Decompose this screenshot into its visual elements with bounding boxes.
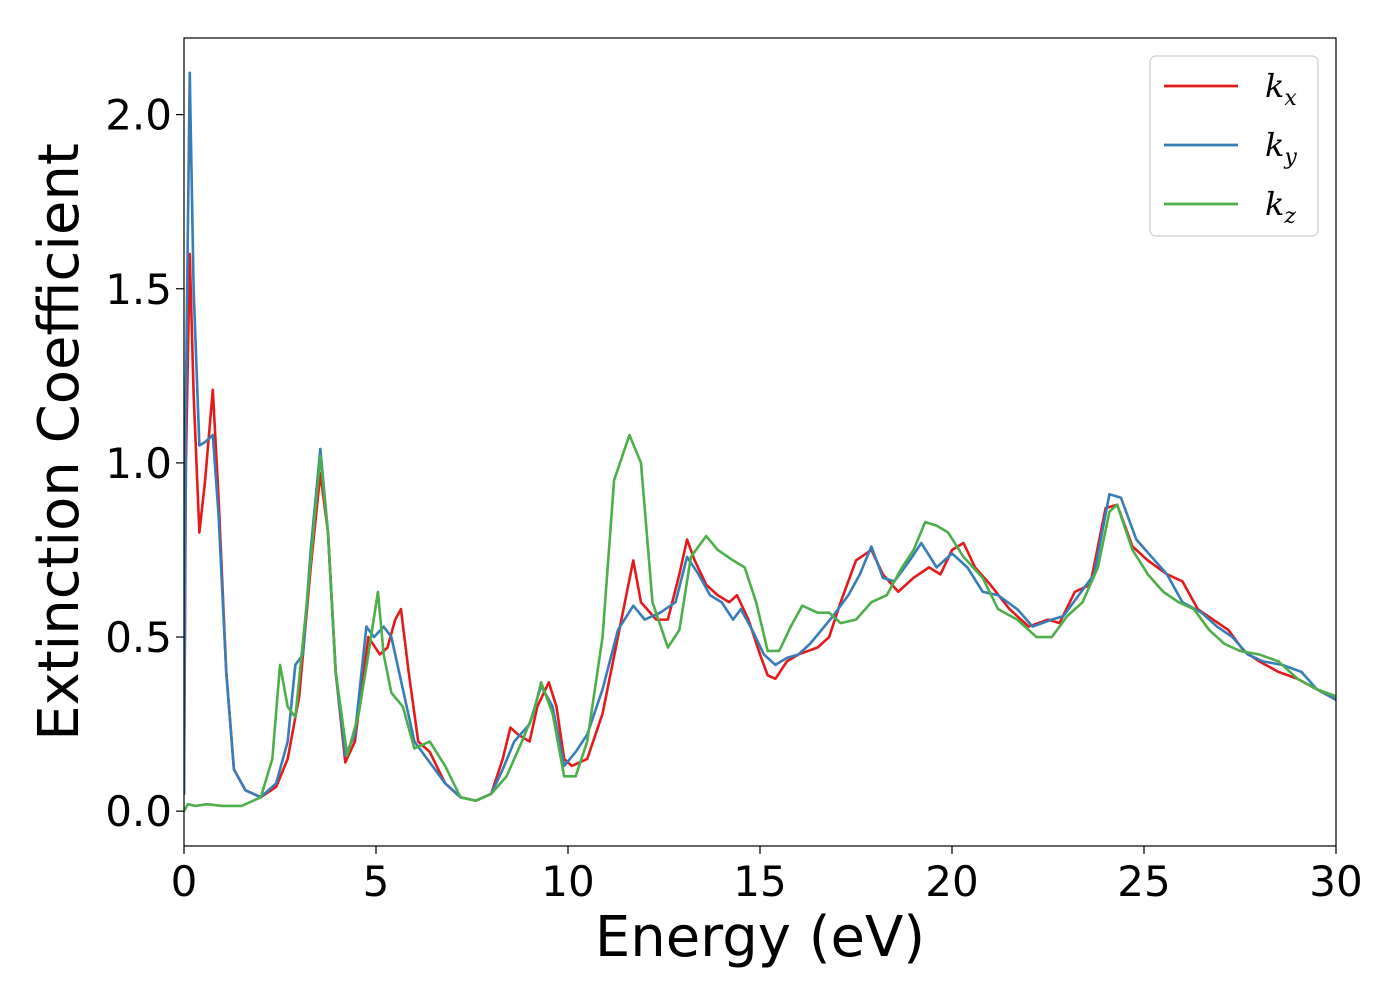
x-tick-label: 30 bbox=[1309, 857, 1362, 906]
y-tick-label: 1.5 bbox=[105, 265, 172, 314]
x-axis-title: Energy (eV) bbox=[595, 905, 925, 970]
x-tick-label: 0 bbox=[171, 857, 198, 906]
y-tick-label: 0.5 bbox=[105, 613, 172, 662]
legend-label-ky: ky bbox=[1265, 126, 1297, 170]
series-layer bbox=[184, 71, 1336, 813]
x-tick-label: 15 bbox=[733, 857, 786, 906]
y-tick-label: 2.0 bbox=[105, 91, 172, 140]
x-tick-label: 5 bbox=[363, 857, 390, 906]
series-line-kz bbox=[184, 433, 1336, 813]
y-tick-label: 1.0 bbox=[105, 439, 172, 488]
y-axis: 0.0 0.5 1.0 1.5 2.0 bbox=[105, 91, 184, 836]
y-axis-title: Extinction Coefficient bbox=[27, 143, 92, 741]
legend-label-kx: kx bbox=[1265, 67, 1297, 111]
y-tick-label: 0.0 bbox=[105, 787, 172, 836]
x-tick-label: 25 bbox=[1117, 857, 1170, 906]
x-axis: 0 5 10 15 20 25 30 bbox=[171, 846, 1363, 906]
x-tick-label: 10 bbox=[541, 857, 594, 906]
series-line-kx bbox=[184, 252, 1336, 803]
x-tick-label: 20 bbox=[925, 857, 978, 906]
